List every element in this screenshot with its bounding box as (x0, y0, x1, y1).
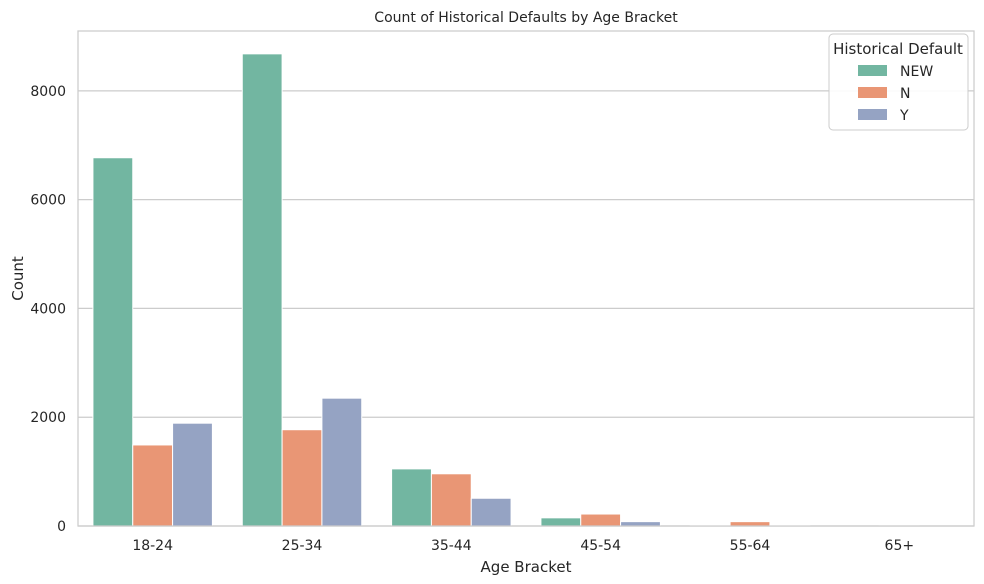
bar-n-25-34 (281, 429, 323, 527)
x-tick-label: 65+ (885, 538, 915, 554)
legend-swatch (858, 87, 887, 98)
bar-y-18-24 (172, 422, 213, 527)
x-tick-label: 35-44 (431, 538, 472, 554)
y-tick-label: 0 (57, 519, 66, 535)
legend-swatch (858, 109, 887, 120)
legend: Historical Default NEW NY (828, 33, 969, 131)
plot-frame (77, 30, 975, 527)
x-axis-label: Age Bracket (481, 558, 572, 576)
y-tick-label: 4000 (30, 301, 66, 317)
x-tick-label: 18-24 (132, 538, 173, 554)
x-tick-label: 25-34 (282, 538, 323, 554)
bars (92, 53, 920, 527)
y-axis-label: Count (9, 256, 27, 301)
y-tick-labels: 0 2000 4000 6000 8000 (30, 84, 66, 535)
legend-items: NEW NY (858, 64, 933, 124)
y-tick-label: 6000 (30, 193, 66, 209)
bar-new-18-24 (92, 157, 134, 527)
legend-label: Y (899, 108, 909, 124)
bar-y-45-54 (620, 521, 661, 527)
legend-label: NEW (900, 64, 933, 80)
bar-new-45-54 (540, 517, 582, 527)
x-tick-label: 55-64 (730, 538, 771, 554)
x-tick-labels: 18-24 25-34 35-44 45-54 55-64 65+ (132, 538, 914, 554)
legend-label: N (900, 86, 910, 102)
bar-n-35-44 (430, 473, 472, 527)
y-tick-label: 8000 (30, 84, 66, 100)
bar-n-18-24 (132, 444, 174, 527)
bar-y-35-44 (470, 497, 512, 527)
legend-box (828, 33, 969, 131)
bar-new-25-34 (241, 53, 283, 527)
legend-title: Historical Default (833, 40, 963, 58)
bar-new-35-44 (391, 468, 432, 527)
bar-y-25-34 (321, 397, 363, 527)
bar-n-45-54 (580, 513, 622, 527)
legend-swatch (858, 65, 887, 76)
chart-title: Count of Historical Defaults by Age Brac… (374, 10, 678, 26)
bar-n-55-64 (729, 521, 771, 527)
x-tick-label: 45-54 (580, 538, 621, 554)
y-tick-label: 2000 (30, 410, 66, 426)
